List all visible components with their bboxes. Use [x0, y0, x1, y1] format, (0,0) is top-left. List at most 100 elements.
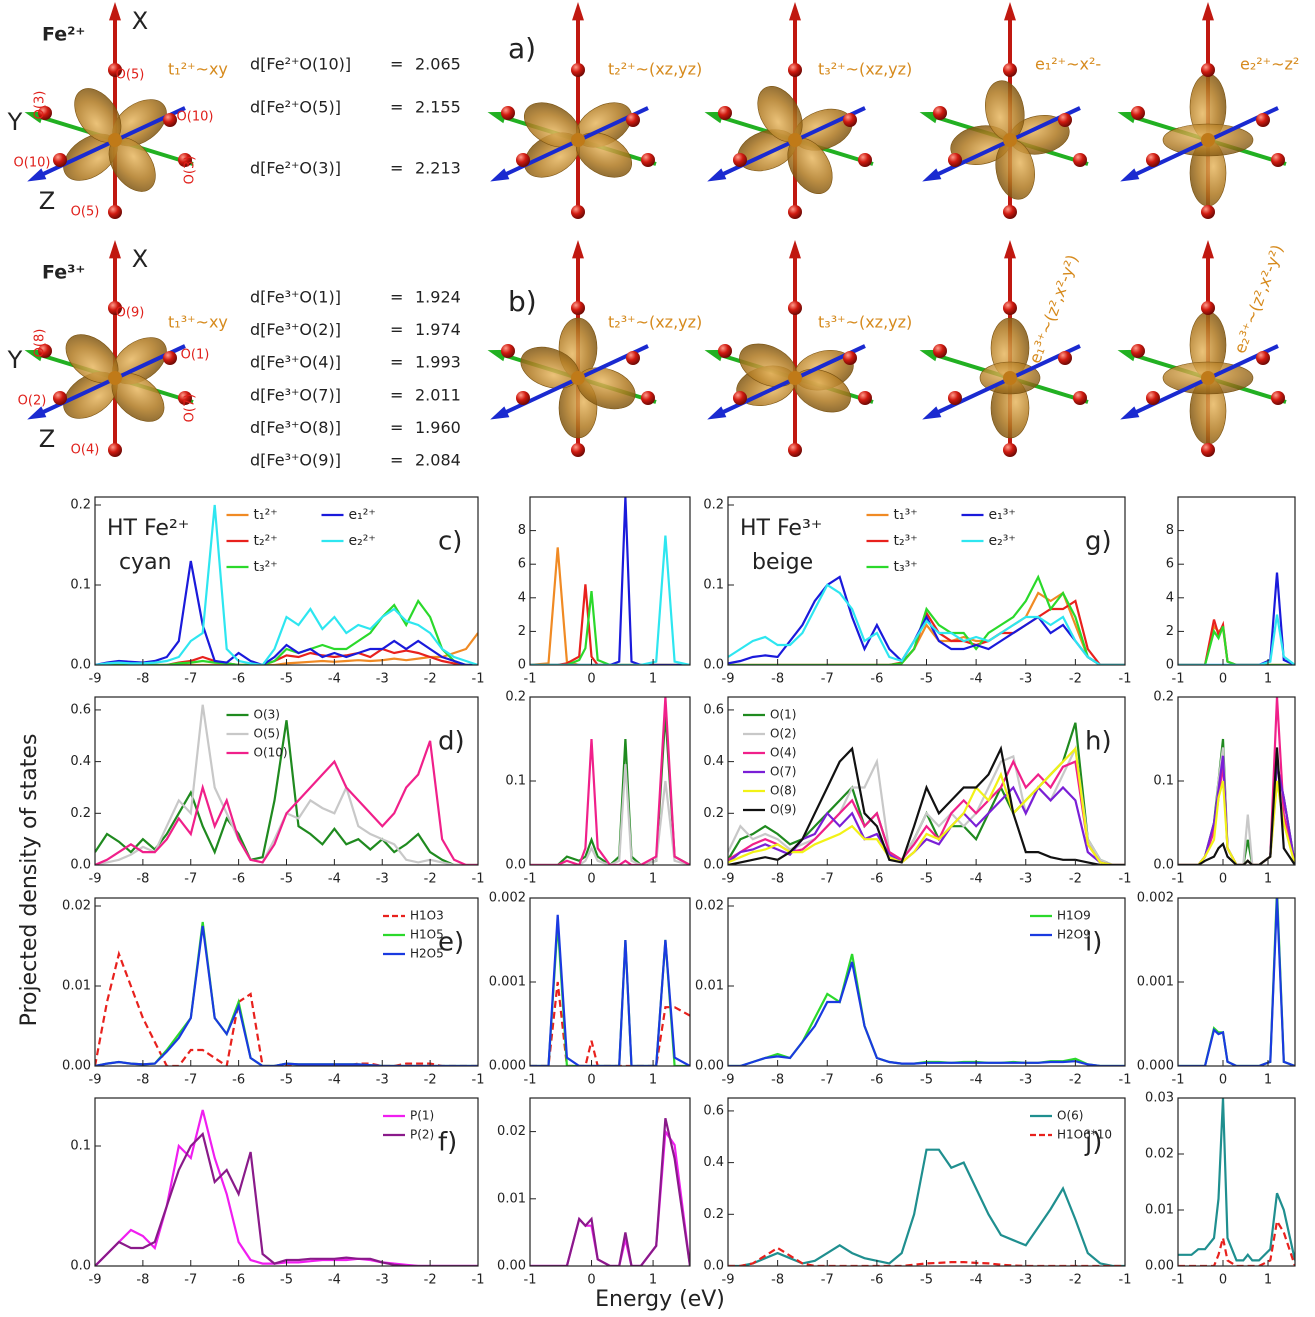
- oxygen-atom: [718, 106, 732, 120]
- bond-name: d[Fe²⁺O(3)]: [250, 159, 341, 178]
- fe-atom: [1201, 133, 1215, 147]
- x-tick-label: -1: [1119, 872, 1132, 887]
- x-tick-label: -2: [424, 672, 437, 687]
- arrow-head: [490, 406, 509, 419]
- y-tick-label: 0.00: [62, 1059, 91, 1074]
- oxygen-label: O(5): [71, 205, 100, 220]
- oxygen-label: O(2): [18, 394, 47, 409]
- arrow-head: [789, 240, 801, 258]
- oxygen-label: O(7): [183, 394, 198, 423]
- panel-label: b): [508, 285, 537, 318]
- oxygen-atom: [933, 344, 947, 358]
- y-tick-label: 0.6: [703, 702, 724, 717]
- bond-name: d[Fe³⁺O(4)]: [250, 353, 341, 372]
- arrow-head: [1202, 2, 1214, 20]
- y-tick-label: 0.2: [70, 498, 91, 513]
- axis-name: Y: [7, 108, 23, 136]
- fe-atom: [1003, 371, 1017, 385]
- x-tick-label: -1: [472, 672, 485, 687]
- oxygen-atom: [571, 63, 585, 77]
- series-line: [1178, 1098, 1295, 1260]
- x-tick-label: -8: [136, 872, 149, 887]
- x-tick-label: -2: [424, 1273, 437, 1288]
- oxygen-atom: [1256, 351, 1270, 365]
- legend-label: e₁²⁺: [349, 507, 376, 523]
- x-tick-label: -4: [328, 1073, 341, 1088]
- series-line: [530, 547, 690, 665]
- arrow-head: [1004, 2, 1016, 20]
- fe-atom: [108, 371, 122, 385]
- y-tick-label: 0.0: [505, 858, 526, 873]
- y-tick-label: 0.00: [1145, 1259, 1174, 1274]
- x-tick-label: -2: [1069, 1073, 1082, 1088]
- x-tick-label: -3: [376, 1273, 389, 1288]
- bond-eq: =: [390, 55, 403, 74]
- legend-label: O(5): [254, 727, 280, 741]
- legend-label: O(9): [770, 803, 796, 817]
- x-tick-label: -2: [424, 872, 437, 887]
- oxygen-atom: [1201, 205, 1215, 219]
- bond-value: 2.065: [415, 55, 461, 74]
- x-tick-label: -1: [1119, 1073, 1132, 1088]
- x-tick-label: 1: [1264, 1273, 1272, 1288]
- x-tick-label: -7: [184, 1273, 197, 1288]
- x-tick-label: -9: [722, 1273, 735, 1288]
- y-tick-label: 0.6: [70, 702, 91, 717]
- x-tick-label: -8: [136, 1273, 149, 1288]
- x-tick-label: -7: [184, 872, 197, 887]
- x-tick-label: -3: [1019, 1073, 1032, 1088]
- x-tick-label: -1: [1119, 1273, 1132, 1288]
- orbital-label: e₁²⁺~x²-: [1035, 55, 1101, 74]
- arrow-head: [1120, 168, 1139, 181]
- x-tick-label: -2: [1069, 1273, 1082, 1288]
- legend-label: O(10): [254, 746, 288, 760]
- oxygen-atom: [1003, 301, 1017, 315]
- arrow-head: [789, 2, 801, 20]
- bond-eq: =: [390, 288, 403, 307]
- y-tick-label: 2: [1166, 624, 1174, 639]
- x-tick-label: -1: [524, 1273, 537, 1288]
- y-tick-label: 0.03: [1145, 1091, 1174, 1106]
- legend-label: e₂³⁺: [989, 533, 1016, 549]
- x-tick-label: -6: [870, 1273, 883, 1288]
- series-line: [530, 764, 690, 865]
- y-tick-label: 0.01: [62, 979, 91, 994]
- series-line: [728, 1150, 1125, 1266]
- arrow-head: [572, 2, 584, 20]
- oxygen-atom: [1131, 344, 1145, 358]
- bond-eq: =: [390, 418, 403, 437]
- series-line: [728, 962, 1125, 1066]
- x-tick-label: -1: [524, 1073, 537, 1088]
- x-tick-label: -6: [232, 672, 245, 687]
- orbital-label: t₃²⁺~(xz,yz): [818, 60, 912, 79]
- figure: Fe²⁺XYZO(5)O(3)O(10)O(10)O(3)O(5)t₁²⁺~xy…: [0, 0, 1315, 1317]
- legend-label: H1O3: [410, 909, 444, 923]
- series-line: [1178, 615, 1295, 665]
- x-tick-label: -4: [328, 872, 341, 887]
- x-tick-label: -6: [870, 1073, 883, 1088]
- oxygen-atom: [788, 301, 802, 315]
- y-tick-label: 0.00: [695, 1059, 724, 1074]
- panel-label: d): [438, 727, 465, 757]
- y-tick-label: 0.00: [497, 1259, 526, 1274]
- series-line: [530, 915, 690, 1066]
- y-tick-label: 0.02: [497, 1124, 526, 1139]
- oxygen-atom: [108, 443, 122, 457]
- fe-atom: [788, 371, 802, 385]
- bond-eq: =: [390, 98, 403, 117]
- x-tick-label: -8: [136, 672, 149, 687]
- bond-name: d[Fe³⁺O(7)]: [250, 385, 341, 404]
- bond-name: d[Fe³⁺O(1)]: [250, 288, 341, 307]
- oxygen-atom: [948, 391, 962, 405]
- panel-label: f): [438, 1128, 457, 1158]
- bond-eq: =: [390, 159, 403, 178]
- series-line: [1178, 626, 1295, 665]
- y-tick-label: 4: [1166, 590, 1174, 605]
- bond-value: 1.960: [415, 418, 461, 437]
- oxygen-label: O(5): [116, 68, 145, 83]
- x-tick-label: -4: [328, 1273, 341, 1288]
- series-line: [530, 1132, 690, 1266]
- x-tick-label: -1: [524, 672, 537, 687]
- axis-name: Z: [39, 187, 55, 215]
